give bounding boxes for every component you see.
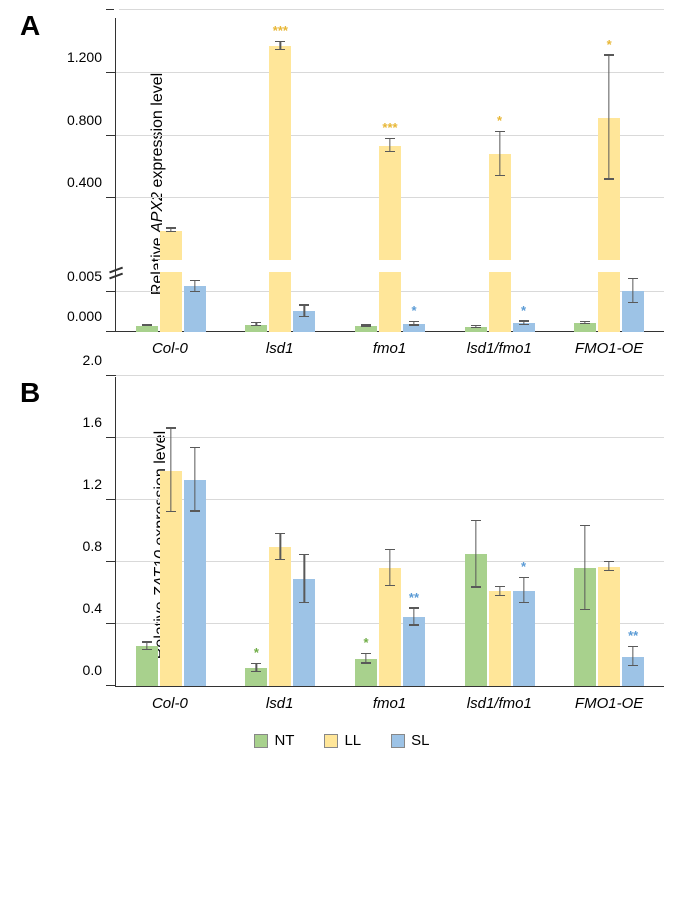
bar-NT	[136, 326, 158, 332]
sig-marker: *	[254, 645, 259, 660]
bar-LL	[269, 547, 291, 686]
legend-label: SL	[411, 732, 429, 749]
bar-SL	[184, 286, 206, 332]
bar-SL	[293, 579, 315, 686]
x-category-label: Col-0	[115, 332, 225, 357]
ytick-label: 1.600	[67, 0, 116, 2]
bar-group	[116, 10, 226, 332]
bar-group: *	[226, 377, 336, 686]
plot-a: 0.4000.8001.2001.6000.0000.005**********	[115, 10, 664, 332]
bar-NT: *	[245, 668, 267, 686]
x-category-label: fmo1	[335, 332, 445, 357]
bar-NT	[465, 327, 487, 332]
bar-group: **	[554, 377, 664, 686]
bar-SL: *	[513, 323, 535, 332]
ytick-label: 0.800	[67, 112, 116, 128]
chart-a: Relative APX2 expression level 0.4000.80…	[55, 10, 664, 357]
bar-group	[116, 377, 226, 686]
sig-marker: ***	[382, 120, 397, 135]
legend-label: NT	[274, 732, 294, 749]
ytick-label: 2.0	[83, 352, 116, 368]
bar-LL: *	[598, 118, 620, 332]
legend-swatch	[391, 734, 405, 748]
legend-swatch	[254, 734, 268, 748]
sig-marker: **	[628, 628, 638, 643]
ytick-label: 1.6	[83, 414, 116, 430]
bar-group: *	[445, 377, 555, 686]
x-category-label: Col-0	[115, 687, 225, 712]
ytick-label: 1.2	[83, 476, 116, 492]
ytick-label: 0.000	[67, 308, 116, 324]
xlabels-a: Col-0lsd1fmo1lsd1/fmo1FMO1-OE	[115, 332, 664, 357]
xlabels-b: Col-0lsd1fmo1lsd1/fmo1FMO1-OE	[115, 687, 664, 712]
legend-item-NT: NT	[254, 732, 294, 749]
panel-b: B Relative ZAT10 expression level 0.00.4…	[20, 377, 664, 712]
bar-NT	[245, 325, 267, 332]
bar-SL	[184, 480, 206, 686]
bar-SL	[293, 311, 315, 332]
bar-LL: *	[489, 154, 511, 332]
legend-item-SL: SL	[391, 732, 429, 749]
bar-LL	[160, 231, 182, 333]
ytick-label: 0.0	[83, 662, 116, 678]
bar-LL	[489, 591, 511, 686]
panel-a-label: A	[20, 10, 40, 42]
panel-a: A Relative APX2 expression level 0.4000.…	[20, 10, 664, 357]
bar-LL: ***	[269, 46, 291, 332]
ytick-label: 1.200	[67, 49, 116, 65]
sig-marker: *	[363, 635, 368, 650]
x-category-label: FMO1-OE	[554, 332, 664, 357]
x-category-label: FMO1-OE	[554, 687, 664, 712]
x-category-label: fmo1	[335, 687, 445, 712]
bar-SL	[622, 291, 644, 332]
x-category-label: lsd1/fmo1	[444, 687, 554, 712]
bar-group: **	[445, 10, 555, 332]
ytick-label: 0.400	[67, 174, 116, 190]
bar-LL	[379, 568, 401, 686]
bar-NT	[465, 554, 487, 686]
legend-label: LL	[344, 732, 361, 749]
bar-NT	[136, 646, 158, 686]
bar-LL	[598, 567, 620, 686]
bar-LL	[160, 471, 182, 686]
bar-group: ***	[335, 377, 445, 686]
x-category-label: lsd1	[225, 332, 335, 357]
bar-NT: *	[355, 659, 377, 686]
sig-marker: *	[411, 303, 416, 318]
sig-marker: *	[497, 113, 502, 128]
bar-group: ***	[226, 10, 336, 332]
x-category-label: lsd1	[225, 687, 335, 712]
bar-SL: *	[403, 324, 425, 332]
sig-marker: *	[607, 37, 612, 52]
bar-NT	[574, 323, 596, 332]
chart-b: Relative ZAT10 expression level 0.00.40.…	[55, 377, 664, 712]
ytick-label: 0.4	[83, 600, 116, 616]
sig-marker: *	[521, 559, 526, 574]
legend-item-LL: LL	[324, 732, 361, 749]
panel-b-label: B	[20, 377, 40, 409]
bar-SL: **	[622, 657, 644, 686]
sig-marker: ***	[273, 23, 288, 38]
legend: NT LL SL	[20, 732, 664, 749]
sig-marker: *	[521, 303, 526, 318]
bar-SL: *	[513, 591, 535, 686]
sig-marker: **	[409, 590, 419, 605]
x-category-label: lsd1/fmo1	[444, 332, 554, 357]
bar-group: *	[554, 10, 664, 332]
plot-b: 0.00.40.81.21.62.0*******	[115, 377, 664, 687]
bar-LL: ***	[379, 146, 401, 332]
ytick-label: 0.8	[83, 538, 116, 554]
bar-NT	[574, 568, 596, 686]
bar-group: ****	[335, 10, 445, 332]
bar-NT	[355, 326, 377, 332]
legend-swatch	[324, 734, 338, 748]
bar-SL: **	[403, 617, 425, 686]
